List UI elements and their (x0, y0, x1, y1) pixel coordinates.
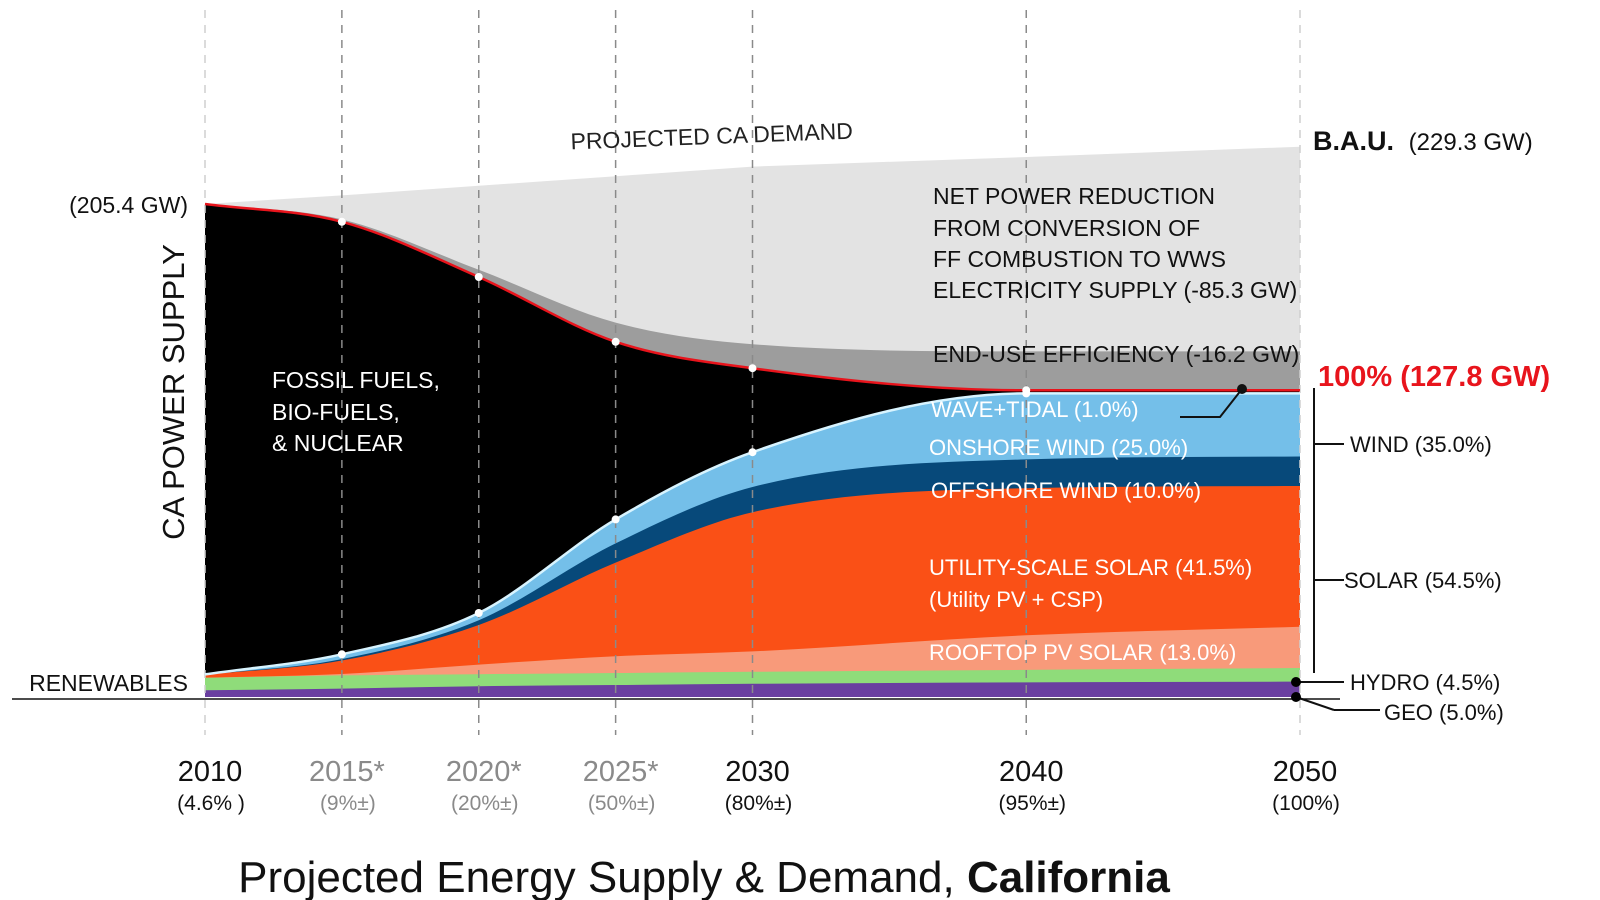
x-tick-share-2010: (4.6% ) (177, 792, 245, 815)
x-tick-year-2020: 2020* (446, 756, 522, 788)
supply-total-line (204, 202, 1301, 392)
supply-point-2030 (748, 364, 757, 373)
chart-title: Projected Energy Supply & Demand, Califo… (238, 853, 1170, 900)
reduction-line-1: NET POWER REDUCTION (933, 183, 1215, 209)
x-tick-year-2025: 2025* (583, 756, 659, 788)
solar-group-label: SOLAR (54.5%) (1344, 568, 1502, 593)
hydro-marker (1291, 677, 1301, 687)
chart-title-bold: California (967, 853, 1170, 900)
reduction-line-3: FF COMBUSTION TO WWS (933, 246, 1226, 272)
x-tick-share-2025: (50%±) (588, 792, 656, 815)
utility-solar-line-2: (Utility PV + CSP) (929, 587, 1103, 612)
bau-label: B.A.U. (229.3 GW) (1313, 126, 1533, 156)
target-label: 100% (127.8 GW) (1318, 361, 1550, 393)
x-tick-share-2040: (95%±) (998, 792, 1066, 815)
chart-title-main: Projected Energy Supply & Demand, (238, 853, 967, 900)
efficiency-label: END-USE EFFICIENCY (-16.2 GW) (933, 341, 1299, 367)
renewables-label: RENEWABLES (29, 670, 188, 696)
wave-marker (1237, 384, 1247, 394)
wws-point-2015 (337, 650, 346, 659)
wws-point-2040 (1022, 389, 1031, 398)
supply-point-2020 (474, 273, 483, 281)
geo-label: GEO (5.0%) (1384, 700, 1504, 725)
overlay-layer (12, 10, 1340, 735)
x-tick-share-2050: (100%) (1272, 792, 1340, 815)
x-tick-year-2050: 2050 (1273, 756, 1338, 788)
wave-label: WAVE+TIDAL (1.0%) (931, 397, 1139, 422)
wws-point-2025 (611, 515, 620, 524)
x-axis-ticks: 2010 (4.6% ) 2015* (9%±) 2020* (20%±) 2025* (50… (177, 756, 1340, 815)
onshore-label: ONSHORE WIND (25.0%) (929, 435, 1188, 460)
fossil-line-2: BIO-FUELS, (272, 399, 400, 425)
wind-group-label: WIND (35.0%) (1350, 432, 1492, 457)
fossil-line-3: & NUCLEAR (272, 430, 404, 456)
y-axis-label: CA POWER SUPPLY (156, 244, 191, 540)
supply-point-2025 (611, 337, 620, 346)
wws-top-line (204, 392, 1300, 676)
offshore-label: OFFSHORE WIND (10.0%) (931, 478, 1201, 503)
wws-point-2030 (748, 448, 757, 457)
bau-value: (229.3 GW) (1409, 129, 1533, 156)
rooftop-label: ROOFTOP PV SOLAR (13.0%) (929, 640, 1236, 665)
x-tick-share-2030: (80%±) (725, 792, 793, 815)
supply-point-2015 (337, 217, 346, 226)
start-value-label: (205.4 GW) (69, 192, 188, 218)
x-tick-share-2015: (9%±) (320, 792, 376, 815)
reduction-line-2: FROM CONVERSION OF (933, 215, 1200, 241)
demand-label: PROJECTED CA DEMAND (570, 118, 853, 155)
x-tick-share-2020: (20%±) (451, 792, 519, 815)
wave-leader (1180, 388, 1243, 418)
hydro-label: HYDRO (4.5%) (1350, 670, 1500, 695)
x-tick-year-2030: 2030 (725, 756, 790, 788)
reduction-line-4: ELECTRICITY SUPPLY (-85.3 GW) (933, 277, 1297, 303)
bau-bold: B.A.U. (1313, 126, 1394, 156)
utility-solar-line-1: UTILITY-SCALE SOLAR (41.5%) (929, 555, 1252, 580)
geo-leader (1295, 696, 1335, 711)
x-tick-year-2010: 2010 (178, 756, 243, 788)
wws-point-2020 (474, 609, 483, 617)
geo-marker (1291, 692, 1301, 702)
x-tick-year-2015: 2015* (309, 756, 385, 788)
fossil-line-1: FOSSIL FUELS, (272, 367, 440, 393)
x-tick-year-2040: 2040 (999, 756, 1064, 788)
